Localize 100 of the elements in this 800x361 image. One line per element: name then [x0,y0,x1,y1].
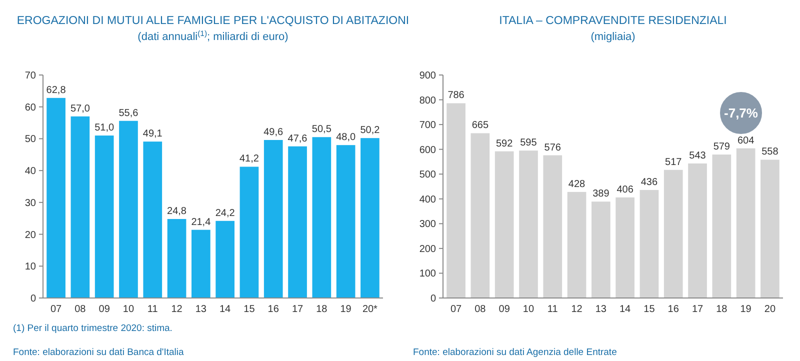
data-label: 49,6 [264,126,284,138]
x-tick-label: 12 [571,304,583,315]
x-tick-label: 11 [547,304,558,315]
x-tick-label: 18 [716,304,728,315]
data-label: 517 [665,156,682,168]
y-tick-label: 100 [419,268,436,280]
y-tick-label: 30 [24,198,36,209]
y-tick-label: 900 [419,70,436,82]
x-tick-label: 10 [122,304,134,315]
annotation: -7,7% [724,106,758,121]
x-tick-label: 14 [620,304,632,315]
data-label: 62,8 [46,84,66,96]
data-label: 592 [496,138,514,150]
x-tick-label: 14 [220,304,232,315]
x-tick-label: 18 [316,304,328,315]
x-tick-label: 17 [292,304,304,315]
data-label: 51,0 [94,122,114,134]
bar [688,163,707,298]
bar [288,146,307,298]
data-label: 576 [544,142,562,154]
data-label: 389 [592,188,610,200]
x-tick-label: 20* [362,304,378,315]
data-label: 50,2 [360,125,380,136]
data-label: 57,0 [70,103,90,114]
data-label: 41,2 [239,154,260,165]
source-note: Fonte: elaborazioni su dati Banca d'Italia [13,347,185,358]
data-label: 24,2 [215,208,236,219]
y-tick-label: 60 [24,102,36,114]
chart-title: ITALIA – COMPRAVENDITE RESIDENZIALI [499,15,727,27]
bar [760,160,780,298]
bar [494,151,514,298]
x-tick-label: 08 [474,304,486,315]
data-label: 50,5 [312,124,332,136]
x-tick-label: 19 [740,304,752,315]
bar [543,155,562,298]
x-tick-label: 15 [244,304,256,315]
x-tick-label: 07 [50,304,62,315]
data-label: 55,6 [118,108,139,119]
x-tick-label: 13 [195,304,207,315]
chart-subtitle: (migliaia) [590,31,636,43]
y-tick-label: 20 [24,230,36,241]
x-tick-label: 07 [450,304,462,315]
bar [664,170,683,298]
bar [240,166,259,298]
data-label: 48,0 [336,132,356,144]
bar [470,133,490,298]
y-tick-label: 10 [24,262,36,273]
data-label: 406 [616,184,634,196]
bar [567,192,586,298]
source-note: Fonte: elaborazioni su dati Agenzia delle Entrate [413,347,617,358]
bar [712,154,732,298]
y-tick-label: 500 [419,170,436,181]
y-tick-label: 700 [419,120,436,132]
bar [736,148,756,298]
x-tick-label: 16 [268,304,280,315]
bar [264,140,283,298]
bar [519,150,538,298]
y-tick-label: 0 [430,294,436,304]
x-tick-label: 15 [644,304,656,315]
x-tick-label: 09 [98,304,110,315]
bar [216,220,234,298]
data-label: 595 [520,138,538,149]
bar [70,116,90,298]
bar [312,137,332,298]
x-tick-label: 19 [340,304,352,315]
x-tick-label: 09 [498,304,510,315]
bar [119,120,138,298]
x-tick-label: 12 [171,304,183,315]
bar [46,98,66,298]
bar [592,202,610,298]
data-label: 579 [713,142,730,153]
y-tick-label: 200 [419,244,436,255]
data-label: 47,6 [288,133,308,144]
data-label: 543 [689,150,706,162]
bar [640,190,659,298]
data-label: 21,4 [191,216,212,228]
y-tick-label: 300 [419,219,436,230]
x-tick-label: 20 [764,304,776,315]
x-tick-label: 17 [692,304,704,315]
chart-title: EROGAZIONI DI MUTUI ALLE FAMIGLIE PER L'ACQUISTO DI ABITAZIONI [16,15,410,27]
y-tick-label: 40 [24,166,36,178]
data-label: 428 [568,178,586,190]
chart-subtitle: (dati annuali$^{(1)}$; miliardi di euro) [138,28,288,43]
bar [143,142,162,298]
bar [336,145,356,298]
bar [360,138,380,298]
x-tick-label: 13 [595,304,607,315]
bar [446,103,466,298]
x-tick-label: 11 [147,304,158,315]
y-tick-label: 600 [419,144,436,156]
bar [616,197,634,298]
data-label: 49,1 [142,128,163,140]
y-tick-label: 0 [30,294,36,304]
x-tick-label: 16 [668,304,680,315]
y-tick-label: 800 [419,95,436,106]
data-label: 436 [640,176,658,188]
text: (1) Per il quarto trimestre 2020: stima. [13,323,172,334]
y-tick-label: 400 [419,194,436,206]
data-label: 786 [448,90,465,102]
bar [167,218,186,298]
